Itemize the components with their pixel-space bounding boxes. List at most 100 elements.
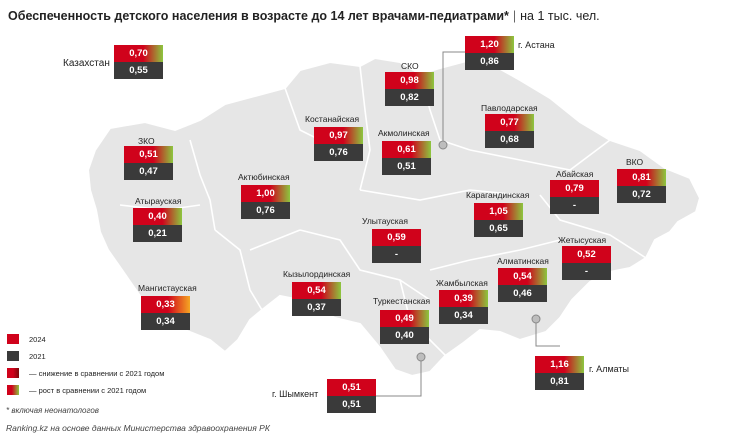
karaganda-box: 1,05 0,65 [474,203,523,237]
zhambyl-label: Жамбылская [436,278,488,288]
legend-swatch-2021 [7,351,19,361]
kyzylorda-box: 0,54 0,37 [292,282,341,316]
kazakhstan-box: 0,70 0,55 [114,45,163,79]
almaty-leader [535,319,560,347]
value-2021: 0,46 [498,285,547,302]
almaty-label: г. Алматы [589,364,630,374]
border-line [429,239,561,271]
value-2021: - [550,197,599,214]
vko-box: 0,81 0,72 [617,169,666,203]
value-2024: 0,52 [562,246,611,263]
value-2021: 0,34 [141,313,190,330]
legend-2024: 2024 [7,334,46,344]
sko-box: 0,98 0,82 [385,72,434,106]
value-2021: 0,76 [241,202,290,219]
value-2024: 0,59 [372,229,421,246]
aktobe-label: Актюбинская [238,172,290,182]
atyrau-box: 0,40 0,21 [133,208,182,242]
value-2024: 0,49 [380,310,429,327]
value-2024: 0,97 [314,127,363,144]
value-2024: 1,16 [535,356,584,373]
value-2024: 1,00 [241,185,290,202]
value-2021: 0,34 [439,307,488,324]
legend-2021: 2021 [7,351,46,361]
source-note: Ranking.kz на основе данных Министерства… [6,423,270,433]
legend-down: — снижение в сравнении с 2021 годом [7,368,164,378]
zhetysu-label: Жетысуская [558,235,607,245]
value-2024: 0,79 [550,180,599,197]
abay-box: 0,79 - [550,180,599,214]
zhambyl-box: 0,39 0,34 [439,290,488,324]
value-2021: 0,51 [327,396,376,413]
value-2024: 0,33 [141,296,190,313]
shymkent-label: г. Шымкент [272,389,319,399]
value-2024: 0,61 [382,141,431,158]
zko-label: ЗКО [138,136,155,146]
shymkent-box: 0,51 0,51 [327,379,376,413]
border-line [469,139,611,171]
legend-swatch-2024 [7,334,19,344]
value-2021: 0,81 [535,373,584,390]
astana-leader [442,51,466,145]
astana-label: г. Астана [518,40,555,50]
zko-box: 0,51 0,47 [124,146,173,180]
almaty-dot [531,314,541,324]
legend-swatch-up [7,385,19,395]
turkestan-label: Туркестанская [373,296,431,306]
footnote: * включая неонатологов [6,406,99,415]
border-line [189,139,216,231]
value-2024: 0,54 [498,268,547,285]
turkestan-box: 0,49 0,40 [380,310,429,344]
value-2021: 0,82 [385,89,434,106]
almaty-obl-box: 0,54 0,46 [498,268,547,302]
value-2021: 0,68 [485,131,534,148]
value-2024: 0,77 [485,114,534,131]
value-2021: 0,76 [314,144,363,161]
pavlodar-box: 0,77 0,68 [485,114,534,148]
border-line [359,189,521,201]
value-2021: 0,37 [292,299,341,316]
value-2024: 0,40 [133,208,182,225]
kyzylorda-label: Кызылординская [283,269,351,279]
ulytau-box: 0,59 - [372,229,421,263]
karaganda-label: Карагандинская [466,190,530,200]
chart-title: Обеспеченность детского населения в возр… [8,9,600,23]
kazakhstan-label: Казахстан [63,58,110,69]
border-line [249,229,301,251]
almaty-box: 1,16 0,81 [535,356,584,390]
value-2021: 0,21 [133,225,182,242]
shymkent-leader [363,357,422,397]
value-2024: 0,81 [617,169,666,186]
value-2024: 1,20 [465,36,514,53]
border-line [214,229,263,311]
kostanay-box: 0,97 0,76 [314,127,363,161]
value-2024: 0,39 [439,290,488,307]
aktobe-box: 1,00 0,76 [241,185,290,219]
vko-label: ВКО [626,157,644,167]
akmola-label: Акмолинская [378,128,430,138]
akmola-box: 0,61 0,51 [382,141,431,175]
atyrau-label: Атырауская [135,196,182,206]
abay-label: Абайская [556,169,594,179]
border-line [359,65,371,191]
mangistau-box: 0,33 0,34 [141,296,190,330]
value-2021: 0,72 [617,186,666,203]
border-line [299,229,431,301]
value-2024: 1,05 [474,203,523,220]
value-2021: 0,47 [124,163,173,180]
value-2024: 0,51 [327,379,376,396]
value-2021: 0,65 [474,220,523,237]
value-2024: 0,70 [114,45,163,62]
legend-up: — рост в сравнении с 2021 годом [7,385,146,395]
value-2024: 0,51 [124,146,173,163]
value-2021: - [562,263,611,280]
astana-box: 1,20 0,86 [465,36,514,70]
almaty-obl-label: Алматинская [497,256,549,266]
value-2024: 0,98 [385,72,434,89]
value-2024: 0,54 [292,282,341,299]
sko-label: СКО [401,61,419,71]
ulytau-label: Улытауская [362,216,408,226]
legend-swatch-down [7,368,19,378]
zhetysu-box: 0,52 - [562,246,611,280]
